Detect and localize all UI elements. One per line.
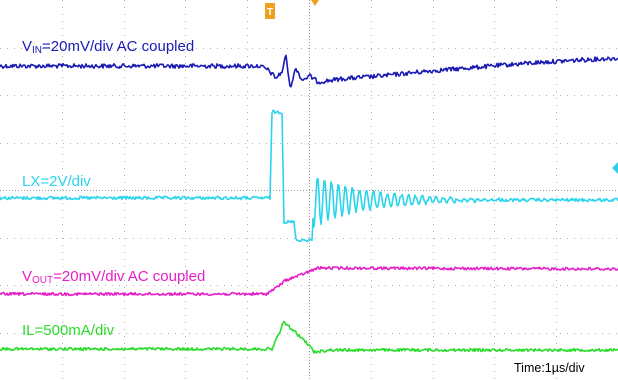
trace-vin <box>0 54 618 88</box>
trigger-marker: T <box>265 0 319 19</box>
trace-il <box>0 320 618 354</box>
il-label: IL=500mA/div <box>22 322 115 339</box>
vout-label: VOUT=20mV/div AC coupled <box>22 268 205 286</box>
time-label: Time:1µs/div <box>514 361 585 375</box>
lx-level-marker <box>612 162 618 174</box>
time-label-box <box>506 357 610 377</box>
trace-lx <box>0 109 618 243</box>
svg-text:T: T <box>267 7 273 18</box>
lx-label: LX=2V/div <box>22 173 91 190</box>
vin-label: VIN=20mV/div AC coupled <box>22 38 194 56</box>
trace-vout <box>0 265 618 297</box>
traces <box>0 54 618 354</box>
